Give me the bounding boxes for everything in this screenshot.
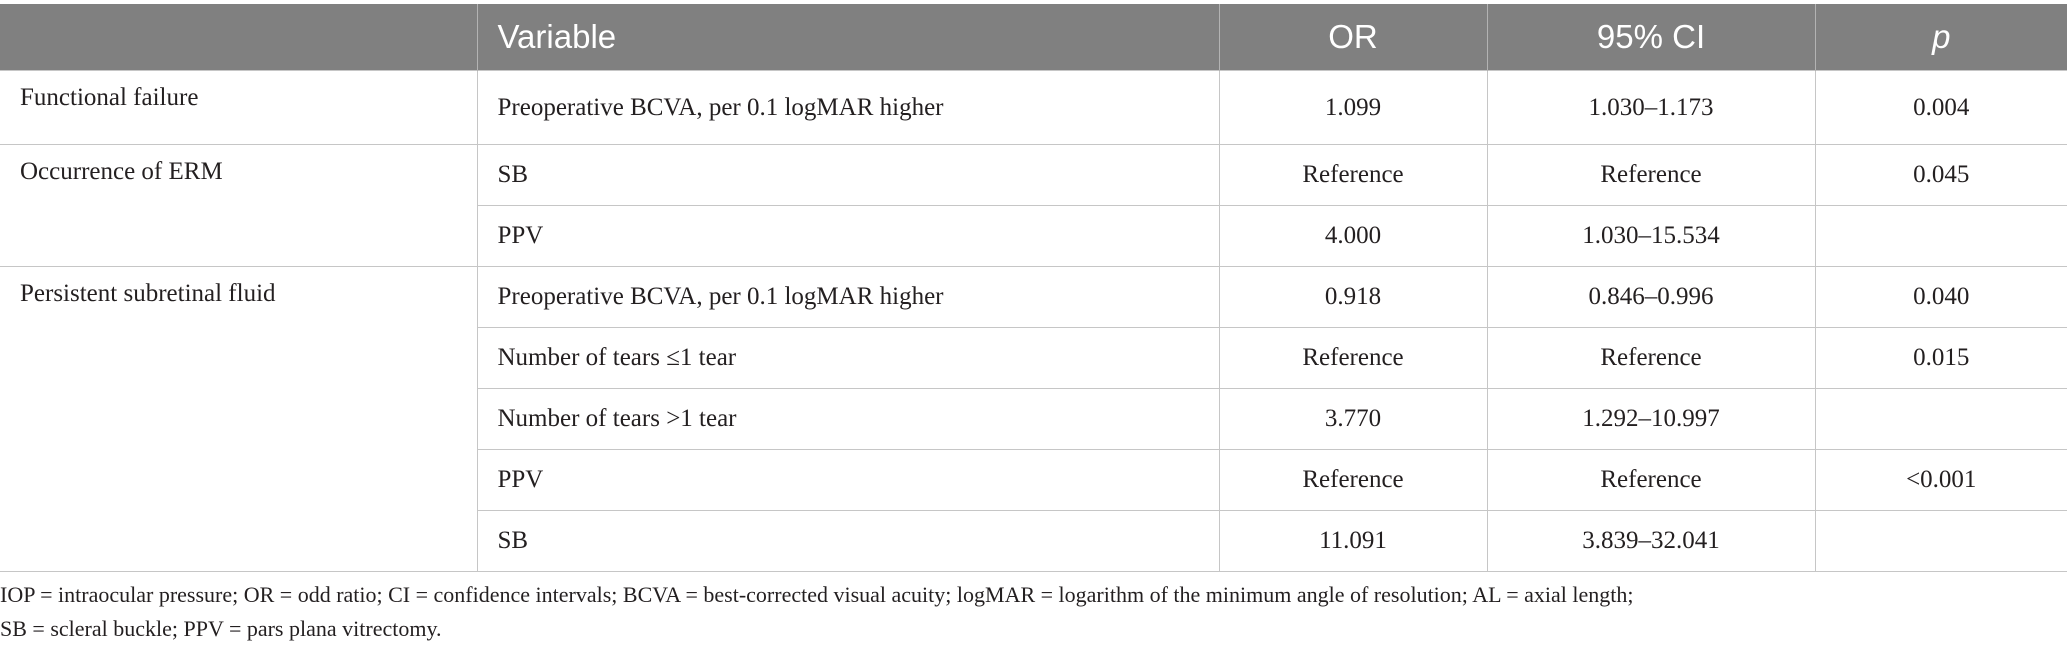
p-cell bbox=[1814, 510, 2067, 572]
or-cell: Reference bbox=[1218, 327, 1488, 389]
header-ci: 95% CI bbox=[1486, 4, 1816, 71]
table-row: Number of tears ≤1 tear Reference Refere… bbox=[0, 327, 2067, 389]
table-row: Persistent subretinal fluid Preoperative… bbox=[0, 266, 2067, 572]
p-cell: <0.001 bbox=[1814, 449, 2067, 511]
header-variable: Variable bbox=[476, 4, 1220, 71]
p-cell bbox=[1814, 205, 2067, 267]
variable-cell: PPV bbox=[477, 205, 1220, 267]
footnote-line-1: IOP = intraocular pressure; OR = odd rat… bbox=[0, 582, 1634, 607]
table-row: PPV 4.000 1.030–15.534 bbox=[0, 205, 2067, 267]
regression-results-table: Variable OR 95% CI p Functional failure … bbox=[0, 4, 2067, 572]
p-cell: 0.045 bbox=[1814, 144, 2067, 206]
table-row: Number of tears >1 tear 3.770 1.292–10.9… bbox=[0, 388, 2067, 450]
p-cell: 0.004 bbox=[1814, 70, 2067, 145]
table-row: Occurrence of ERM SB Reference Reference… bbox=[0, 144, 2067, 267]
variable-cell: Preoperative BCVA, per 0.1 logMAR higher bbox=[476, 266, 1220, 328]
variable-cell: Number of tears >1 tear bbox=[477, 388, 1220, 450]
table-footnote: IOP = intraocular pressure; OR = odd rat… bbox=[0, 578, 2040, 646]
or-cell: 4.000 bbox=[1218, 205, 1488, 267]
ci-cell: Reference bbox=[1486, 449, 1816, 511]
ci-cell: 1.030–15.534 bbox=[1486, 205, 1816, 267]
table-body: Functional failure Preoperative BCVA, pe… bbox=[0, 70, 2067, 572]
variable-cell: SB bbox=[477, 510, 1220, 572]
p-cell bbox=[1814, 388, 2067, 450]
variable-cell: PPV bbox=[477, 449, 1220, 511]
ci-cell: 0.846–0.996 bbox=[1486, 266, 1816, 328]
ci-cell: Reference bbox=[1486, 144, 1816, 206]
or-cell: Reference bbox=[1218, 144, 1488, 206]
p-cell: 0.040 bbox=[1814, 266, 2067, 328]
or-cell: 11.091 bbox=[1218, 510, 1488, 572]
variable-cell: SB bbox=[476, 144, 1220, 206]
variable-cell: Preoperative BCVA, per 0.1 logMAR higher bbox=[476, 70, 1220, 145]
or-cell: 1.099 bbox=[1218, 70, 1488, 145]
or-cell: 3.770 bbox=[1218, 388, 1488, 450]
header-or: OR bbox=[1218, 4, 1488, 71]
or-cell: 0.918 bbox=[1218, 266, 1488, 328]
group-label-occurrence-of-erm: Occurrence of ERM bbox=[0, 144, 478, 267]
group-label-persistent-subretinal-fluid: Persistent subretinal fluid bbox=[0, 266, 478, 572]
or-cell: Reference bbox=[1218, 449, 1488, 511]
ci-cell: 3.839–32.041 bbox=[1486, 510, 1816, 572]
table-row: Functional failure Preoperative BCVA, pe… bbox=[0, 70, 2067, 145]
table-header: Variable OR 95% CI p bbox=[0, 4, 2067, 71]
header-p: p bbox=[1814, 4, 2067, 71]
variable-cell: Number of tears ≤1 tear bbox=[477, 327, 1220, 389]
table-row: PPV Reference Reference <0.001 bbox=[0, 449, 2067, 511]
p-cell: 0.015 bbox=[1814, 327, 2067, 389]
ci-cell: Reference bbox=[1486, 327, 1816, 389]
ci-cell: 1.292–10.997 bbox=[1486, 388, 1816, 450]
results-table-container: Variable OR 95% CI p Functional failure … bbox=[0, 4, 2067, 572]
header-group bbox=[0, 4, 478, 71]
footnote-line-2: SB = scleral buckle; PPV = pars plana vi… bbox=[0, 616, 442, 641]
header-row: Variable OR 95% CI p bbox=[0, 4, 2067, 71]
ci-cell: 1.030–1.173 bbox=[1486, 70, 1816, 145]
group-label-functional-failure: Functional failure bbox=[0, 70, 478, 145]
table-row: SB 11.091 3.839–32.041 bbox=[0, 510, 2067, 572]
